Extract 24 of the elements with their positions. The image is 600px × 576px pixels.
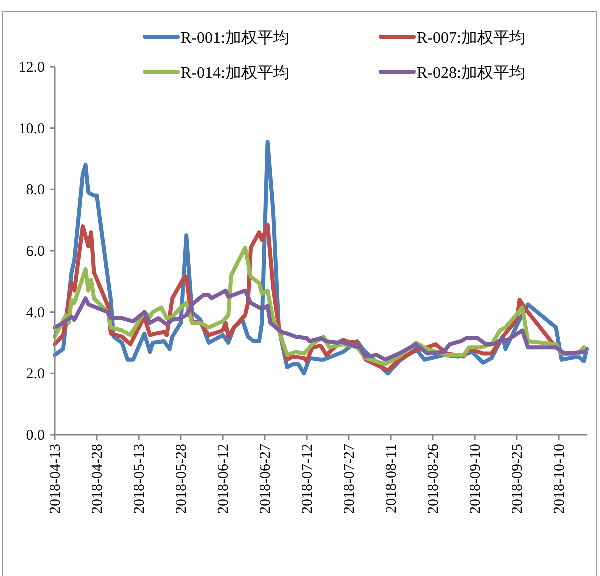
x-tick-label: 2018-05-28 bbox=[174, 444, 190, 514]
x-tick-label: 2018-08-26 bbox=[426, 444, 442, 514]
x-tick-label: 2018-06-12 bbox=[216, 444, 232, 514]
y-tick-label: 6.0 bbox=[26, 244, 45, 260]
x-tick-label: 2018-07-27 bbox=[342, 444, 358, 514]
y-tick-label: 4.0 bbox=[26, 305, 45, 322]
x-tick-label: 2018-09-25 bbox=[510, 444, 526, 514]
x-tick-label: 2018-06-27 bbox=[258, 444, 274, 514]
legend-label: R-001:加权平均 bbox=[181, 29, 290, 47]
y-tick-label: 0.0 bbox=[26, 428, 45, 444]
legend-label: R-014:加权平均 bbox=[181, 64, 290, 82]
y-tick-label: 12.0 bbox=[18, 60, 45, 76]
legend-label: R-007:加权平均 bbox=[417, 29, 526, 47]
y-tick-label: 2.0 bbox=[26, 366, 45, 383]
y-tick-label: 10.0 bbox=[18, 121, 45, 138]
x-tick-label: 2018-09-10 bbox=[468, 444, 484, 514]
x-tick-label: 2018-07-12 bbox=[300, 444, 316, 514]
x-tick-label: 2018-04-28 bbox=[90, 444, 106, 514]
x-tick-label: 2018-10-10 bbox=[552, 444, 568, 514]
x-tick-label: 2018-08-11 bbox=[384, 444, 400, 514]
x-tick-label: 2018-05-13 bbox=[132, 444, 148, 514]
legend-label: R-028:加权平均 bbox=[417, 64, 526, 82]
x-tick-label: 2018-04-13 bbox=[48, 444, 64, 514]
y-tick-label: 8.0 bbox=[26, 182, 45, 199]
